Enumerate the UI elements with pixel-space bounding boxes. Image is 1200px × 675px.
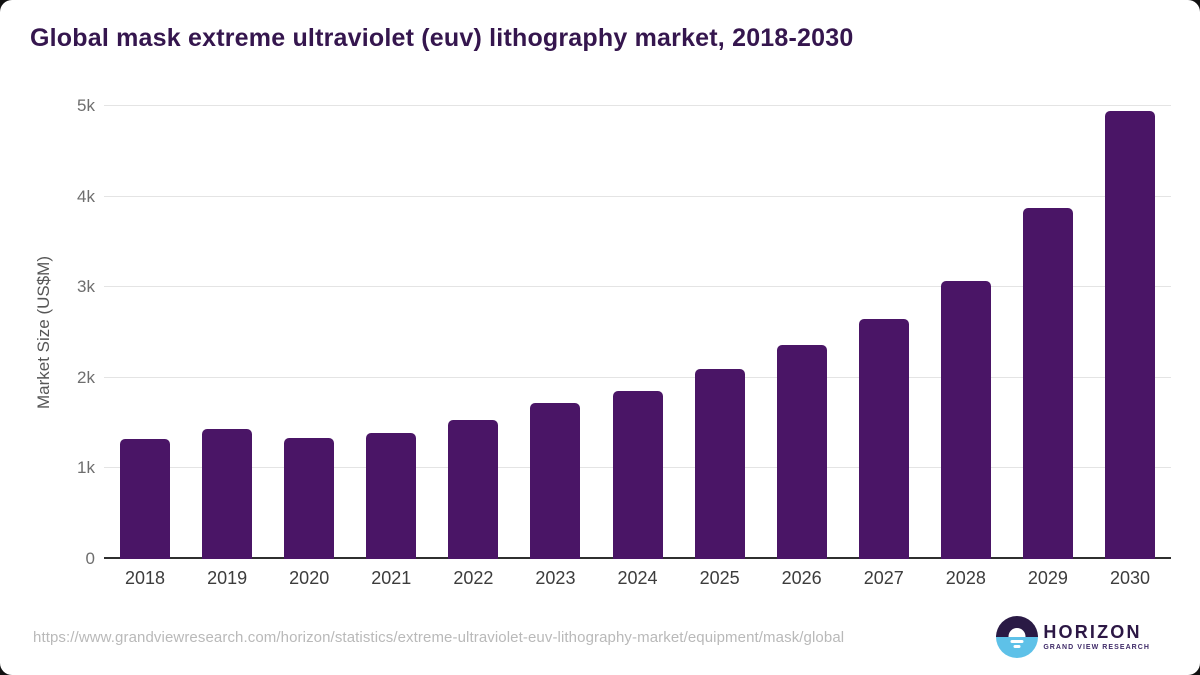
ripple-line-icon [1010, 640, 1024, 643]
bar-slot [761, 106, 843, 559]
bar-slot [1007, 106, 1089, 559]
logo-subtitle: GRAND VIEW RESEARCH [1043, 644, 1150, 651]
bar-slot [268, 106, 350, 559]
bar-2026[interactable] [776, 344, 827, 559]
bar-slot [1089, 106, 1171, 559]
x-tick-label-2020: 2020 [289, 568, 330, 588]
y-axis-title: Market Size (US$M) [26, 106, 62, 559]
x-tick-label-2028: 2028 [945, 568, 986, 588]
bar-slot [843, 106, 925, 559]
source-url: https://www.grandviewresearch.com/horizo… [33, 629, 845, 646]
bars-row [104, 106, 1171, 559]
bar-2024[interactable] [612, 391, 663, 559]
gridline [104, 286, 1171, 288]
y-tick-label: 2k [77, 367, 95, 387]
sun-icon [1008, 628, 1026, 637]
x-tick-label-2021: 2021 [371, 568, 412, 588]
bar-2020[interactable] [284, 437, 335, 559]
logo-text: HORIZON GRAND VIEW RESEARCH [1043, 623, 1150, 651]
bar-2025[interactable] [694, 369, 745, 559]
ripple-line-icon [1013, 645, 1021, 648]
bar-2028[interactable] [940, 280, 991, 559]
horizon-logo: HORIZON GRAND VIEW RESEARCH [996, 616, 1150, 658]
bar-2021[interactable] [366, 432, 417, 559]
bar-slot [596, 106, 678, 559]
bar-slot [432, 106, 514, 559]
bar-2018[interactable] [120, 439, 171, 559]
x-axis-labels: 2018 2019 2020 2021 2022 2023 2024 2025 2026 2027… [104, 568, 1171, 589]
x-tick-label-2018: 2018 [125, 568, 166, 588]
gridline [104, 195, 1171, 197]
bar-slot [186, 106, 268, 559]
x-tick-label-2024: 2024 [617, 568, 658, 588]
x-tick-label-2030: 2030 [1109, 568, 1150, 588]
bar-2022[interactable] [448, 420, 499, 559]
bar-2027[interactable] [858, 318, 909, 559]
bar-2029[interactable] [1022, 208, 1073, 559]
bar-2019[interactable] [202, 429, 253, 559]
x-tick-label-2023: 2023 [535, 568, 576, 588]
bar-slot [104, 106, 186, 559]
bar-slot [679, 106, 761, 559]
bar-2023[interactable] [530, 403, 581, 559]
bar-slot [514, 106, 596, 559]
x-tick-label-2022: 2022 [453, 568, 494, 588]
chart-title: Global mask extreme ultraviolet (euv) li… [30, 24, 854, 52]
y-tick-label: 1k [77, 458, 95, 478]
bar-2030[interactable] [1104, 110, 1155, 559]
x-tick-label-2025: 2025 [699, 568, 740, 588]
x-tick-label-2019: 2019 [207, 568, 248, 588]
sun-over-horizon-icon [996, 616, 1039, 658]
y-tick-label: 4k [77, 186, 95, 206]
bar-slot [925, 106, 1007, 559]
bar-slot [350, 106, 432, 559]
plot-area: 0 1k 2k 3k 4k 5k [77, 96, 1171, 568]
gridline [104, 105, 1171, 106]
y-axis-title-label: Market Size (US$M) [34, 255, 53, 410]
y-tick-label: 5k [77, 96, 95, 115]
y-tick-label: 3k [77, 277, 95, 297]
x-tick-label-2026: 2026 [781, 568, 822, 588]
gridline [104, 376, 1171, 378]
logo-name: HORIZON [1043, 622, 1142, 642]
x-tick-label-2027: 2027 [863, 568, 904, 588]
x-tick-label-2029: 2029 [1027, 568, 1068, 588]
y-tick-label: 0 [85, 549, 95, 568]
